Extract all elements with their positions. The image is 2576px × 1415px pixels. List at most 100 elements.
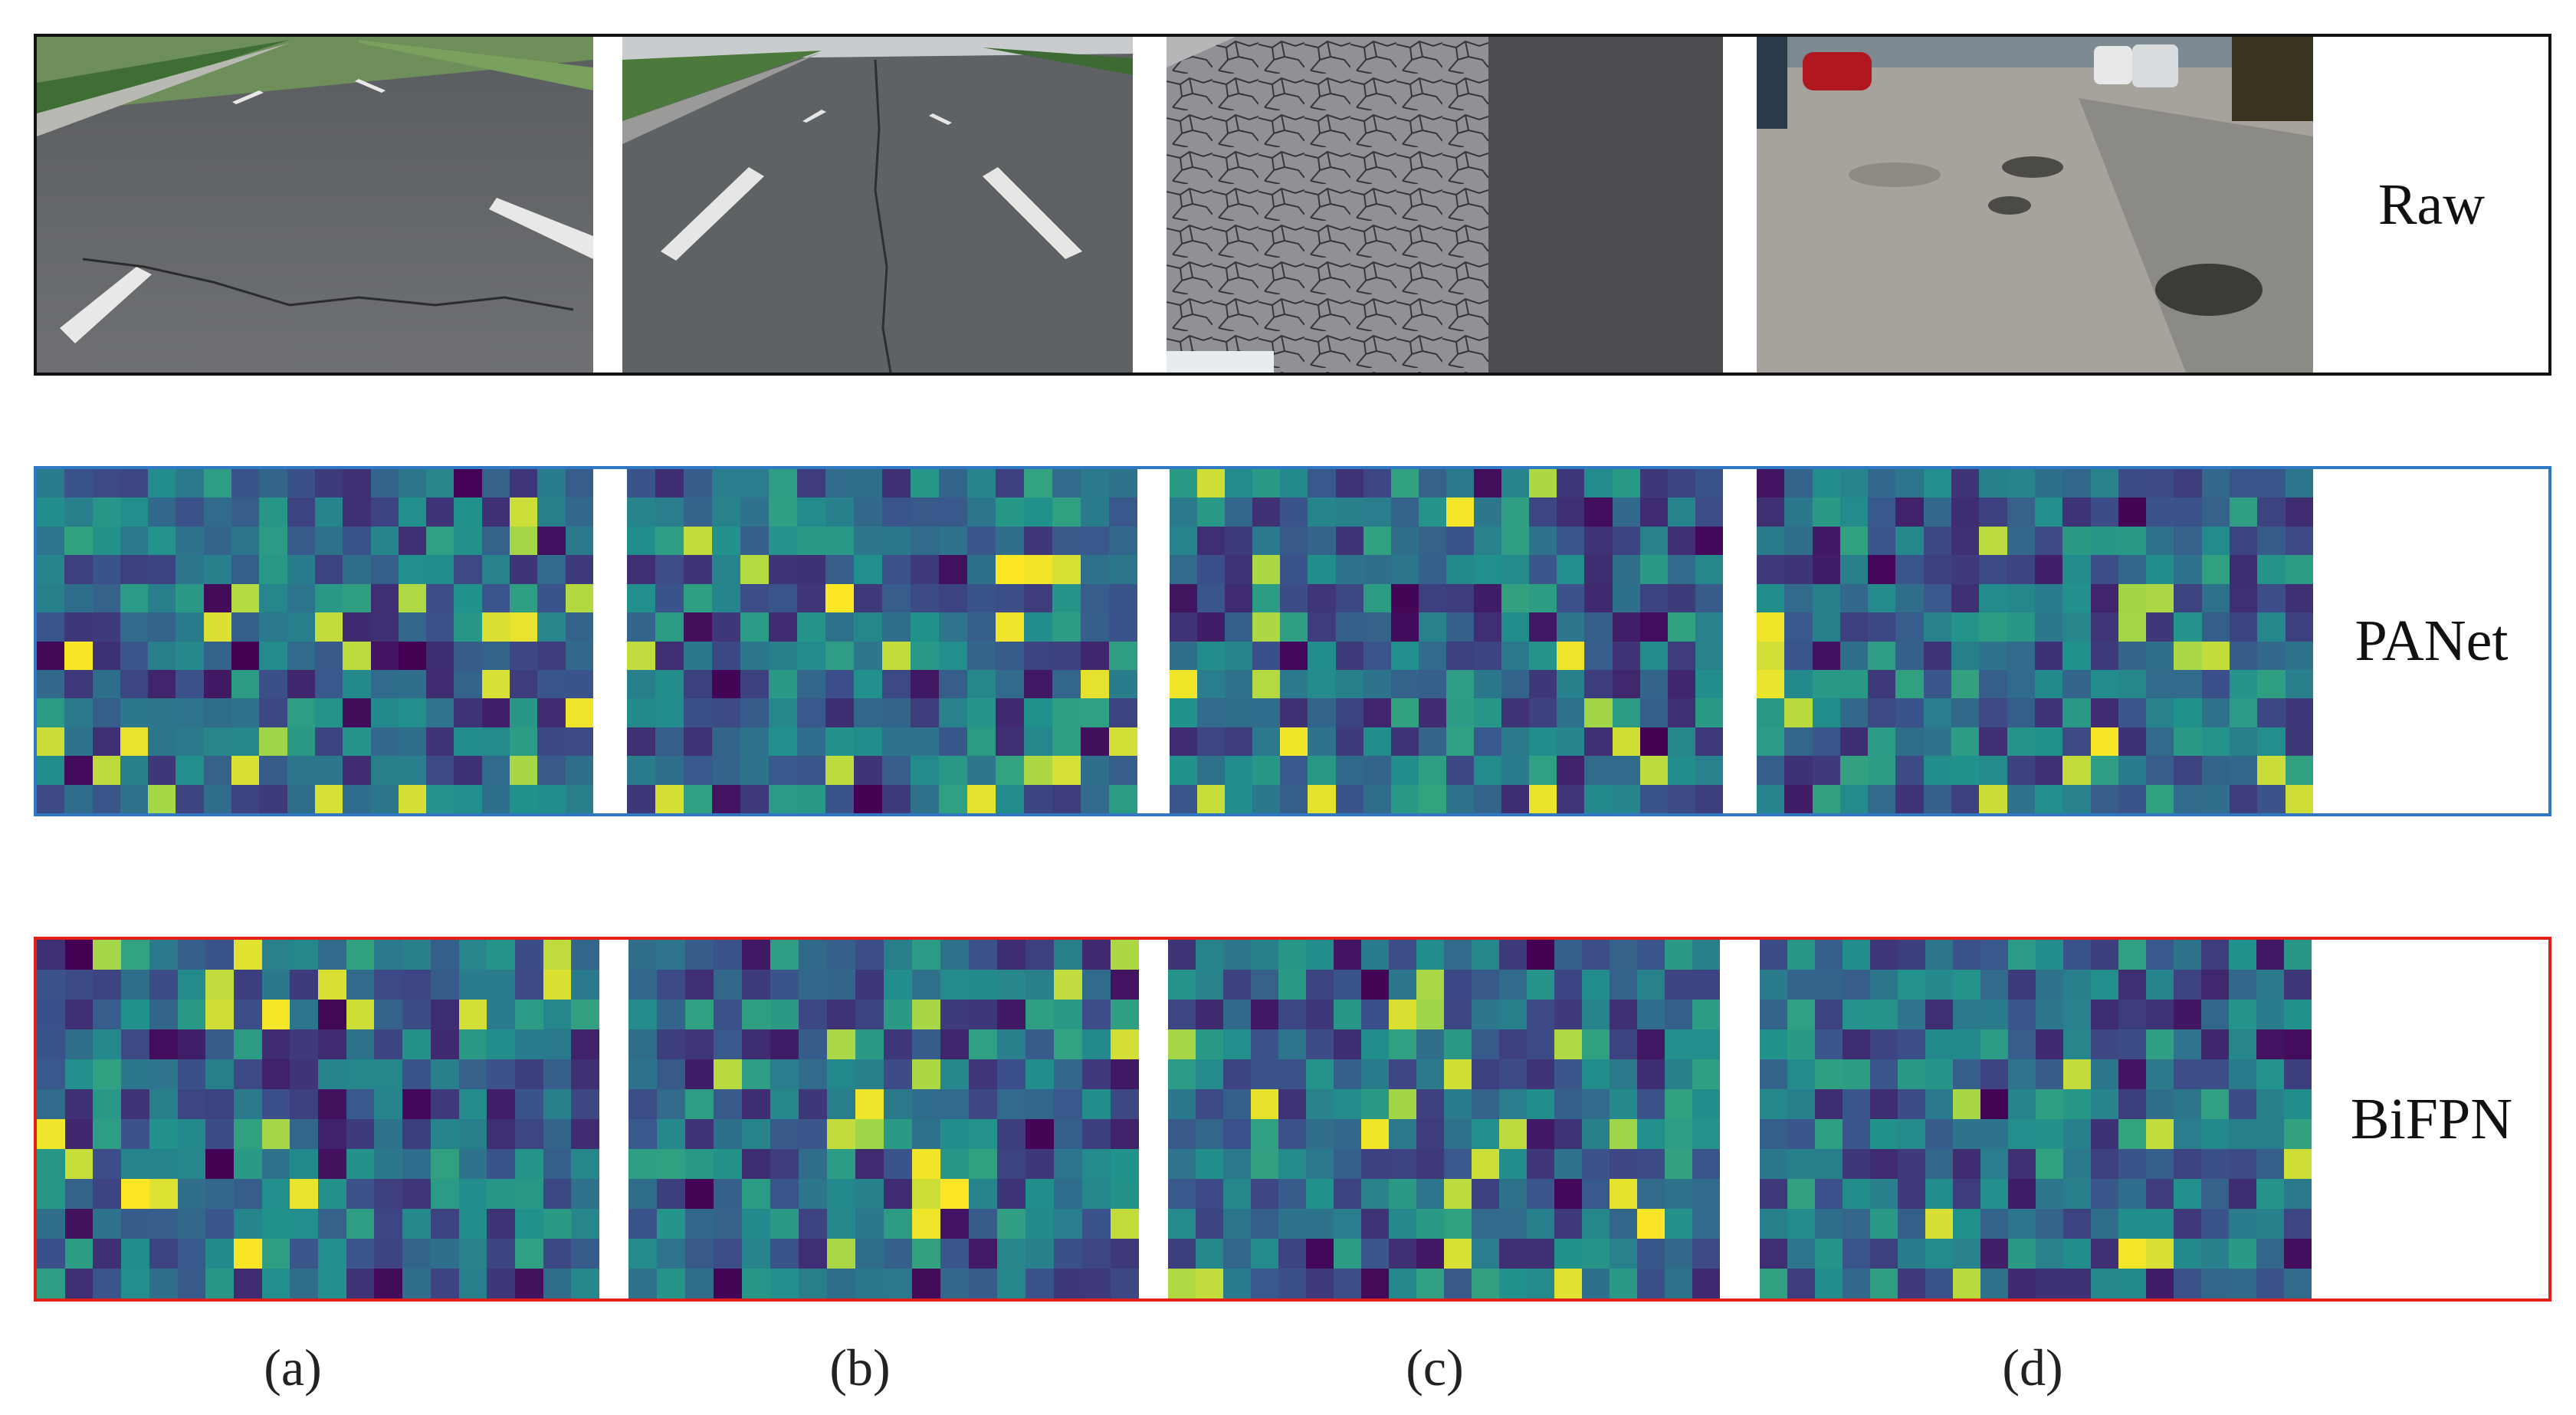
heatmap-cell [655, 698, 684, 727]
heatmap-cell [1444, 1149, 1472, 1179]
heatmap-cell [2007, 583, 2035, 613]
heatmap-cell [1501, 497, 1530, 527]
heatmap-cell [1109, 612, 1137, 642]
heatmap-cell [2146, 1089, 2174, 1119]
heatmap-cell [148, 727, 176, 757]
heatmap-cell [1610, 940, 1637, 970]
heatmap-cell [1815, 1179, 1843, 1209]
heatmap-cell [2034, 469, 2063, 498]
heatmap-cell [537, 756, 566, 785]
heatmap-cell [318, 1119, 346, 1149]
heatmap-cell [882, 497, 911, 527]
heatmap-cell [37, 1059, 65, 1089]
heatmap-cell [1925, 1119, 1953, 1149]
heatmap-cell [799, 1239, 827, 1269]
heatmap-cell [1334, 1029, 1361, 1059]
heatmap-cell [1308, 526, 1336, 556]
heatmap-cell [1529, 727, 1557, 757]
heatmap-cell [177, 1000, 206, 1029]
heatmap-cell [967, 669, 996, 699]
heatmap-cell [797, 641, 825, 670]
heatmap-cell [2146, 784, 2174, 813]
heatmap-cell [911, 727, 939, 757]
heatmap-cell [1025, 1209, 1054, 1239]
heatmap-cell [1951, 497, 1980, 527]
heatmap-cell [64, 669, 93, 699]
heatmap-cell [1870, 1059, 1898, 1089]
heatmap-cell [93, 1149, 122, 1179]
heatmap-cell [855, 1239, 884, 1269]
heatmap-cell [854, 526, 882, 556]
heatmap-cell [1815, 1209, 1843, 1239]
heatmap-cell [2118, 1209, 2146, 1239]
heatmap-cell [1610, 1239, 1637, 1269]
heatmap-cell [1081, 526, 1109, 556]
heatmap-cell [799, 1179, 827, 1209]
heatmap-cell [657, 940, 685, 970]
heatmap-cell [2118, 469, 2147, 498]
heatmap-cell [231, 698, 260, 727]
heatmap-cell [1168, 940, 1196, 970]
heatmap-cell [1170, 469, 1198, 498]
heatmap-cell [93, 1000, 122, 1029]
heatmap-cell [1925, 1209, 1953, 1239]
raw-image-a [37, 37, 593, 373]
heatmap-cell [233, 970, 262, 1000]
heatmap-cell [1280, 497, 1308, 527]
heatmap-cell [2146, 1209, 2174, 1239]
heatmap-cell [2174, 526, 2202, 556]
heatmap-cell [1757, 784, 1785, 813]
heatmap-cell [1979, 526, 2007, 556]
heatmap-cell [2063, 1179, 2091, 1209]
heatmap-cell [1168, 1089, 1196, 1119]
heatmap-cell [1054, 970, 1082, 1000]
heatmap-cell [177, 970, 206, 1000]
heatmap-cell [627, 497, 655, 527]
heatmap-cell [1951, 583, 1980, 613]
heatmap-cell [481, 698, 510, 727]
heatmap-cell [233, 1149, 262, 1179]
heatmap-cell [2062, 641, 2091, 670]
heatmap-cell [121, 1000, 149, 1029]
heatmap-cell [854, 727, 882, 757]
heatmap-cell [121, 970, 149, 1000]
heatmap-cell [402, 1000, 431, 1029]
heatmap-cell [2091, 970, 2118, 1000]
heatmap-cell [343, 526, 371, 556]
heatmap-cell [1610, 1269, 1637, 1298]
heatmap-cell [827, 1149, 855, 1179]
heatmap-cell [685, 1269, 714, 1298]
heatmap-cell [1527, 1059, 1554, 1089]
heatmap-cell [1898, 1179, 1925, 1209]
heatmap-cell [1925, 1269, 1953, 1298]
heatmap-cell [2257, 756, 2286, 785]
heatmap-cell [398, 583, 427, 613]
heatmap-cell [1052, 669, 1081, 699]
heatmap-cell [2285, 669, 2313, 699]
heatmap-cell [1895, 756, 1924, 785]
heatmap-cell [911, 583, 939, 613]
heatmap-cell [543, 1059, 572, 1089]
heatmap-cell [996, 698, 1024, 727]
heatmap-cell [628, 1179, 657, 1209]
heatmap-cell [374, 1269, 403, 1298]
heatmap-cell [2091, 1269, 2118, 1298]
heatmap-cell [2174, 669, 2202, 699]
heatmap-cell [1665, 970, 1692, 1000]
heatmap-cell [430, 1029, 459, 1059]
heatmap-cell [37, 612, 65, 642]
heatmap-cell [1054, 1119, 1082, 1149]
heatmap-cell [1557, 756, 1585, 785]
heatmap-cell [2174, 1000, 2201, 1029]
heatmap-cell [2118, 669, 2147, 699]
heatmap-cell [1361, 1269, 1389, 1298]
heatmap-cell [996, 641, 1024, 670]
heatmap-cell [1280, 756, 1308, 785]
heatmap-cell [1868, 784, 1896, 813]
heatmap-cell [1527, 1209, 1554, 1239]
heatmap-cell [2146, 669, 2174, 699]
heatmap-cell [627, 727, 655, 757]
heatmap-cell [825, 612, 854, 642]
heatmap-cell [2036, 1209, 2063, 1239]
heatmap-cell [1923, 756, 1952, 785]
